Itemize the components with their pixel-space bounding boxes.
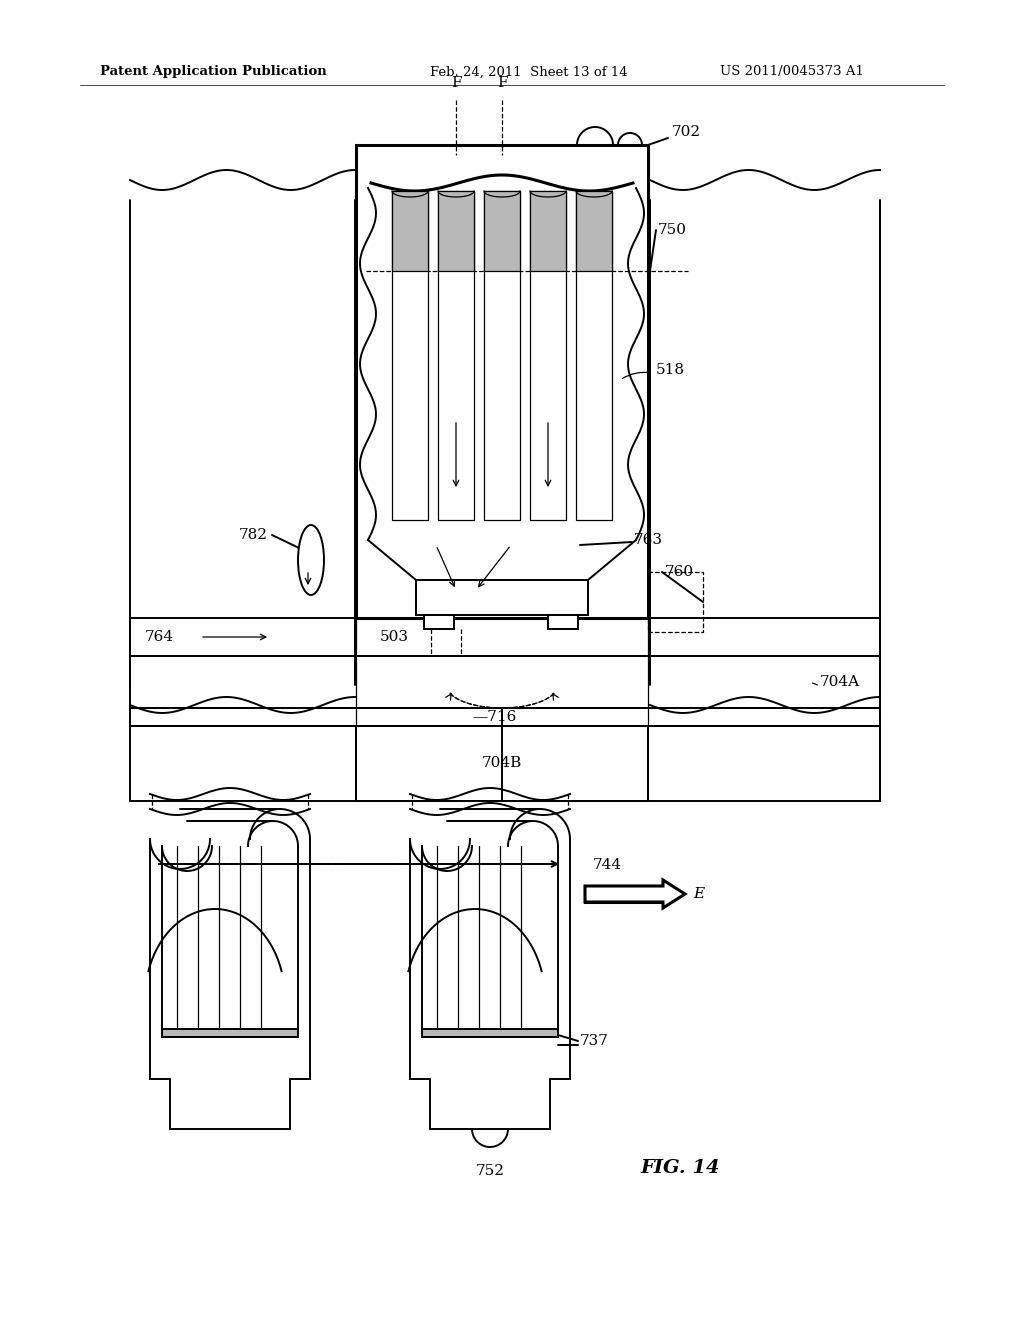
Text: 764: 764 <box>145 630 174 644</box>
Text: 763: 763 <box>634 533 663 546</box>
Text: 750: 750 <box>658 223 687 238</box>
Text: 704B: 704B <box>482 756 522 770</box>
Text: E: E <box>693 887 705 902</box>
Text: 760: 760 <box>665 565 694 579</box>
Bar <box>530 191 566 520</box>
Bar <box>130 726 880 801</box>
Bar <box>130 708 880 726</box>
Text: F: F <box>497 77 507 90</box>
Bar <box>575 191 612 520</box>
Bar <box>162 1030 298 1038</box>
Bar <box>484 191 520 520</box>
Bar <box>484 191 520 271</box>
Ellipse shape <box>298 525 324 595</box>
Bar <box>575 191 612 271</box>
Bar <box>438 191 474 271</box>
Text: 518: 518 <box>656 363 685 378</box>
Bar <box>648 572 703 632</box>
Bar <box>585 886 667 902</box>
Text: Patent Application Publication: Patent Application Publication <box>100 66 327 78</box>
Bar <box>416 579 588 615</box>
Text: 737: 737 <box>580 1034 609 1048</box>
Text: 782: 782 <box>239 528 268 543</box>
Text: 704A: 704A <box>820 675 860 689</box>
Text: 752: 752 <box>475 1164 505 1177</box>
Bar <box>438 191 474 520</box>
Bar <box>392 191 428 271</box>
Text: Feb. 24, 2011  Sheet 13 of 14: Feb. 24, 2011 Sheet 13 of 14 <box>430 66 628 78</box>
Bar <box>392 191 428 520</box>
Bar <box>356 145 648 618</box>
Text: 744: 744 <box>593 858 623 873</box>
Bar <box>424 615 454 630</box>
Bar <box>130 656 880 708</box>
Bar <box>548 615 578 630</box>
Text: 702: 702 <box>672 125 701 139</box>
Bar <box>422 1030 558 1038</box>
Bar <box>530 191 566 271</box>
Text: US 2011/0045373 A1: US 2011/0045373 A1 <box>720 66 864 78</box>
Text: 503: 503 <box>380 630 409 644</box>
Bar <box>130 618 880 656</box>
Text: F: F <box>451 77 461 90</box>
Text: FIG. 14: FIG. 14 <box>640 1159 720 1177</box>
Bar <box>356 726 648 801</box>
Polygon shape <box>585 880 685 908</box>
Text: —716: —716 <box>472 710 516 723</box>
